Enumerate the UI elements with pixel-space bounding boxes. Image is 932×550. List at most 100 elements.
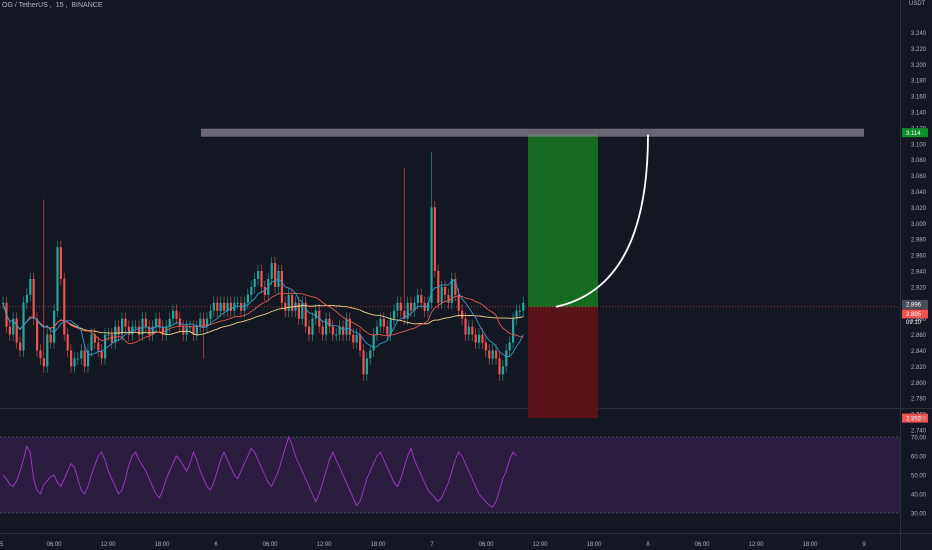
candle-body <box>172 310 175 319</box>
time-tick-label: 12:00 <box>532 542 548 548</box>
candle-body <box>318 310 321 327</box>
candle-body <box>359 334 362 351</box>
candle-body <box>161 326 164 335</box>
candle-body <box>189 326 192 328</box>
candle-body <box>403 310 406 319</box>
rsi-tick-label: 70.00 <box>911 436 927 442</box>
candle-body <box>25 294 28 303</box>
price-tick-label: 3.020 <box>911 206 927 212</box>
price-tick-label: 3.080 <box>911 158 927 164</box>
candle-body <box>362 350 365 375</box>
candle-body <box>243 302 246 311</box>
candle-body <box>365 358 368 375</box>
candle-body <box>127 326 130 335</box>
candle-body <box>297 302 300 319</box>
price-tick-label: 3.160 <box>911 95 927 101</box>
candle-body <box>32 278 35 319</box>
candle-body <box>144 318 147 327</box>
candle-body <box>369 350 372 359</box>
candle-body <box>481 334 484 343</box>
candle-body <box>49 334 52 343</box>
rsi-band <box>0 437 900 513</box>
candle-body <box>386 326 389 335</box>
candle-body <box>246 294 249 303</box>
price-tick-label: 3.000 <box>911 222 927 228</box>
candle-body <box>518 310 521 312</box>
candle-body <box>39 350 42 359</box>
candle-body <box>335 334 338 336</box>
candle-body <box>158 318 161 327</box>
resistance-price-label: 3.114 <box>906 131 921 137</box>
candle-body <box>505 350 508 367</box>
ma-long-line <box>2 302 524 336</box>
candle-body <box>202 318 205 327</box>
current-price-label: 2.895 <box>906 312 922 318</box>
candle-body <box>42 358 45 367</box>
countdown-label: 09:10 <box>906 320 922 326</box>
candle-body <box>59 247 62 279</box>
candle-body <box>491 350 494 359</box>
candle-body <box>464 318 467 335</box>
price-tick-label: 3.180 <box>911 79 927 85</box>
time-tick-label: 12:00 <box>316 542 332 548</box>
candle-body <box>399 302 402 311</box>
candle-body <box>440 286 443 303</box>
time-tick-label: 7 <box>430 542 434 548</box>
candle-body <box>488 350 491 359</box>
candle-body <box>36 318 39 351</box>
time-tick-label: 06:00 <box>46 542 62 548</box>
price-tick-label: 2.780 <box>911 397 927 403</box>
price-tick-label: 3.060 <box>911 174 927 180</box>
price-tick-label: 3.100 <box>911 142 927 148</box>
candle-body <box>134 326 137 328</box>
price-tick-label: 2.860 <box>911 333 927 339</box>
last-price-label-box <box>902 299 928 309</box>
candle-body <box>168 318 171 327</box>
candle-body <box>83 350 86 367</box>
candle-body <box>342 326 345 335</box>
candle-body <box>223 302 226 311</box>
candle-body <box>93 334 96 343</box>
candle-body <box>467 326 470 335</box>
candle-body <box>29 278 32 295</box>
candle-body <box>325 318 328 335</box>
candle-body <box>8 326 11 335</box>
candle-body <box>250 286 253 295</box>
candle-body <box>352 334 355 343</box>
price-tick-label: 2.800 <box>911 381 927 387</box>
candle-body <box>471 326 474 335</box>
candle-body <box>314 310 317 319</box>
candle-body <box>348 318 351 335</box>
stop-price-label-box <box>902 413 928 423</box>
candle-body <box>216 302 219 311</box>
last-price-label: 2.896 <box>906 303 922 309</box>
time-tick-label: 18:00 <box>154 542 170 548</box>
candle-body <box>454 278 457 295</box>
candle-body <box>185 326 188 335</box>
candle-body <box>76 358 79 360</box>
candle-body <box>382 318 385 327</box>
candle-body <box>97 342 100 351</box>
candle-body <box>433 207 436 271</box>
candle-body <box>450 278 453 303</box>
rsi-tick-label: 50.00 <box>911 474 927 480</box>
candle-body <box>107 334 110 336</box>
candle-body <box>124 318 127 327</box>
candle-body <box>219 302 222 311</box>
price-tick-label: 2.820 <box>911 365 927 371</box>
candle-body <box>114 326 117 343</box>
candle-body <box>321 326 324 335</box>
time-tick-label: 06:00 <box>478 542 494 548</box>
candle-body <box>199 318 202 327</box>
stop-zone <box>528 306 598 419</box>
price-tick-label: 3.200 <box>911 63 927 69</box>
candle-body <box>141 318 144 335</box>
candle-body <box>257 271 260 279</box>
candle-body <box>495 350 498 359</box>
chart-title: OG / TetherUS, 15, BINANCE <box>2 2 103 9</box>
candle-body <box>270 263 273 279</box>
rsi-line <box>2 435 517 508</box>
candle-body <box>444 286 447 295</box>
time-tick-label: 8 <box>646 542 650 548</box>
